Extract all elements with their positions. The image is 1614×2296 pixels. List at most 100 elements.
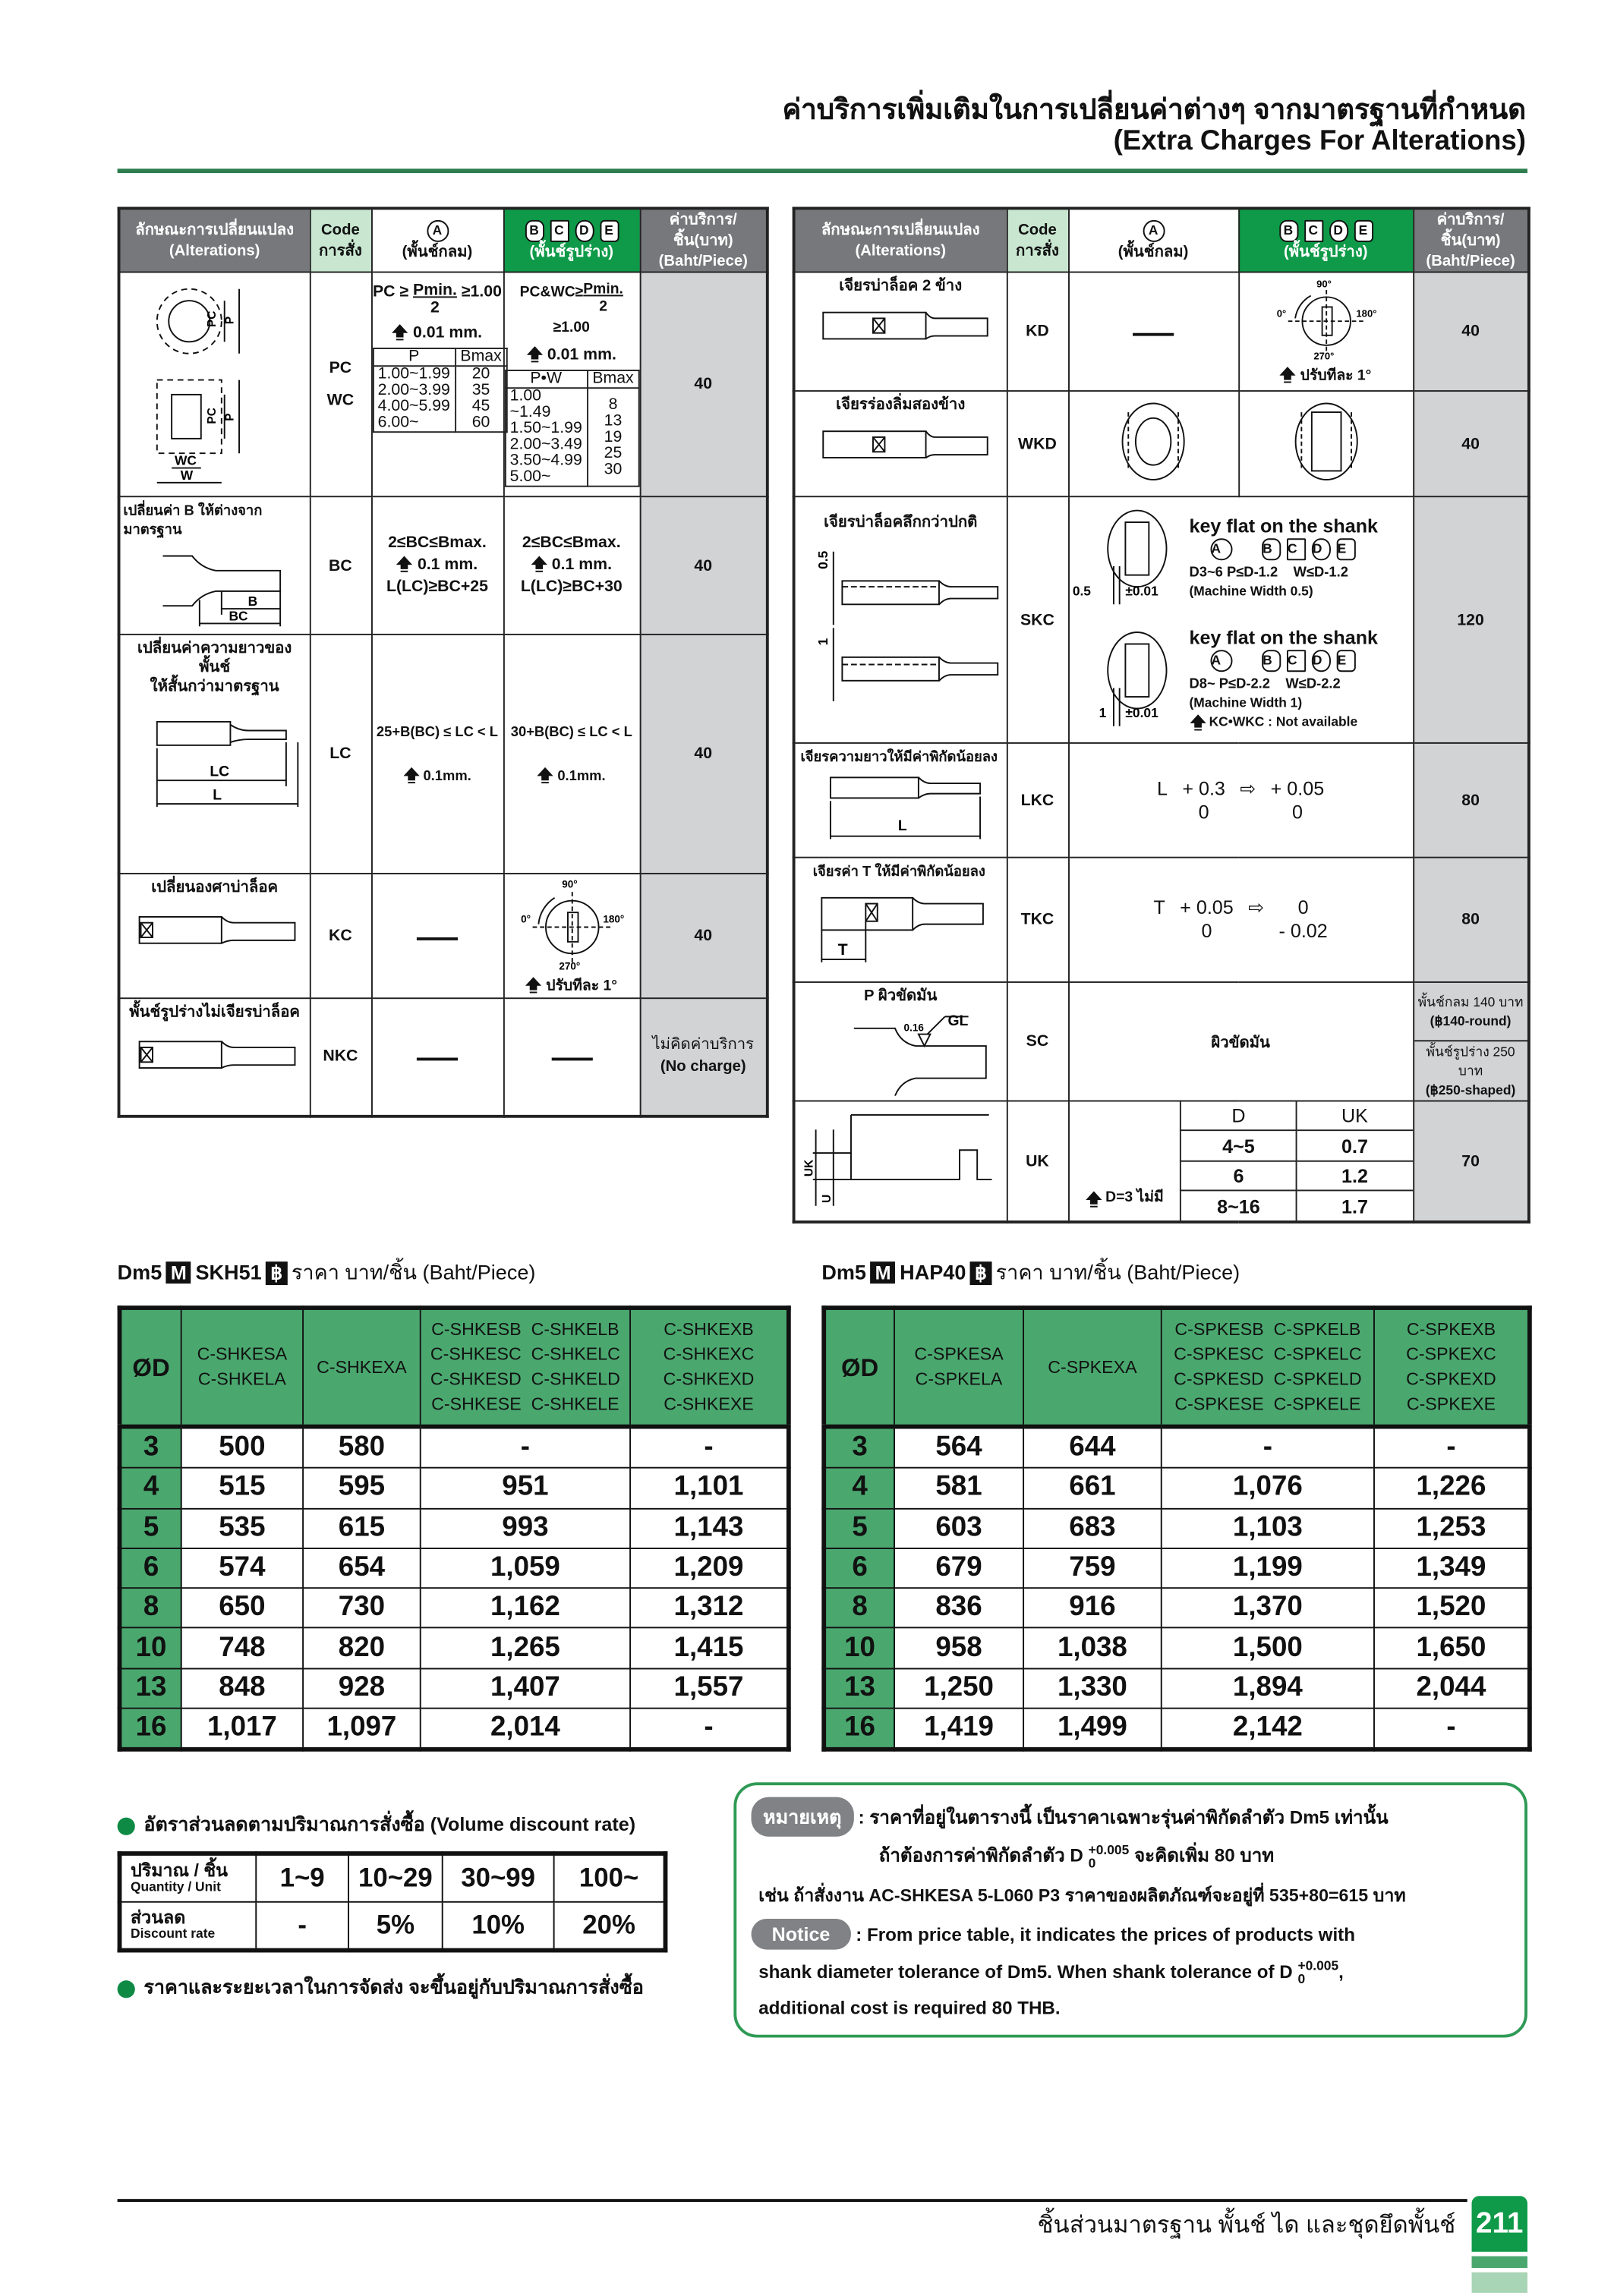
up-arrow-icon <box>403 767 420 784</box>
uk-depth-table: D UK 4~5 0.7 6 1.2 8~16 1.7 <box>1180 1101 1413 1221</box>
fraction: Pmin. 2 <box>413 282 457 317</box>
price-cell: 644 <box>1023 1425 1162 1469</box>
alteration-label: เจียรความยาวให้มีค่าพิกัดน้อยลง <box>800 749 998 766</box>
header-diameter: ØD <box>118 1307 182 1429</box>
row-wkd: เจียรร่องลิ่มสองข้าง WKD 40 <box>793 390 1530 498</box>
uk-diagram: UK U <box>802 1113 992 1206</box>
header-shaped-punch: B C D E (พั้นช์รูปร่าง) <box>1237 207 1414 273</box>
fraction-num: Pmin. <box>583 282 623 298</box>
mini-head: Bmax <box>454 348 508 367</box>
part-code: C-SHKESC C-SHKELC <box>430 1343 620 1365</box>
price-tkc: 80 <box>1412 856 1530 983</box>
keyway-shaped-icon <box>1294 402 1357 480</box>
diameter-cell: 8 <box>823 1587 895 1630</box>
price-cell: 564 <box>894 1425 1025 1469</box>
price-cell: 650 <box>180 1587 304 1630</box>
volume-discount-table: ปริมาณ / ชิ้น Quantity / Unit 1~9 10~29 30~9… <box>117 1851 668 1953</box>
tol-lower: 0 <box>1291 800 1303 823</box>
angle-label: 270° <box>1313 351 1333 361</box>
nkc-diagram <box>138 1041 295 1069</box>
price-cell: 1,199 <box>1160 1547 1375 1589</box>
row-bc: เปลี่ยนค่า B ให้ต่างจากมาตรฐาน B BC BC 2≤… <box>118 496 768 635</box>
price-cell: 1,650 <box>1373 1627 1530 1670</box>
code-bc: BC <box>308 496 372 635</box>
price-lkc: 80 <box>1412 742 1530 858</box>
up-arrow-icon <box>1280 367 1297 384</box>
cell-text: 35 <box>471 381 490 399</box>
price-cell: 730 <box>302 1587 421 1630</box>
tol-upper: 0 <box>1297 896 1309 918</box>
diagram-nkc: พั้นช์รูปร่างไม่เจียรบ่าล็อค <box>118 997 311 1117</box>
price-cell: 1,226 <box>1373 1467 1530 1510</box>
header-code: Code การสั่ง <box>1005 207 1069 273</box>
badge-c-icon: C <box>1286 650 1306 672</box>
diagram-sc: P ผิวขัดมัน GL 0.16 <box>793 981 1007 1102</box>
part-code: C-SHKESD C-SHKELD <box>430 1368 620 1390</box>
angle-label: 180° <box>602 914 623 925</box>
price-cell: 1,520 <box>1373 1587 1530 1630</box>
table-header-row: ลักษณะการเปลี่ยนแปลง (Alterations) Code กา… <box>793 207 1530 273</box>
price-cell: 1,209 <box>629 1547 790 1589</box>
pcwc-shaped-spec: PC&WC≥ Pmin. 2 ≥1.00 0.01 mm. P•W Bmax 1.00 … <box>502 271 641 498</box>
diagram-uk: UK U <box>793 1100 1007 1223</box>
angle-label: 90° <box>1316 278 1331 289</box>
row-lc: เปลี่ยนค่าความยาวของพั้นช์ ให้สั้นกว่ามาต… <box>118 633 768 874</box>
bmax-table-shaped: P•W Bmax 1.00 ~1.49 1.50~1.99 2.00~3.49 3.50… <box>503 370 640 487</box>
tolerance: +0.005 0 <box>1297 1959 1338 1986</box>
part-code: C-SHKEXC <box>663 1343 755 1365</box>
note-line: additional cost is required 80 THB. <box>758 1998 1061 2019</box>
up-arrow-icon <box>1085 1191 1102 1208</box>
quantity-cell: 30~99 <box>441 1853 555 1903</box>
price-cell: 1,407 <box>419 1668 632 1709</box>
header-text: Code <box>321 221 360 240</box>
badge-a-icon: A <box>1209 650 1232 672</box>
note-text: ราคาและระยะเวลาในการจัดส่ง จะขึ้นอยู่กับ… <box>143 1976 644 1998</box>
code-text: WC <box>326 392 355 410</box>
kd-diagram <box>821 311 988 340</box>
tol-to: + 0.05 0 <box>1271 776 1325 824</box>
mini-cell: 1.00~1.99 2.00~3.99 4.00~5.99 6.00~ <box>371 365 456 433</box>
part-code: C-SHKESA <box>197 1343 288 1365</box>
page-title-th: ค่าบริการเพิ่มเติมในการเปลี่ยนค่าต่างๆ จ… <box>782 95 1527 127</box>
title-text: Dm5 <box>117 1260 162 1284</box>
part-code: C-SPKEXC <box>1406 1343 1496 1365</box>
spec-text: W≤D-2.2 <box>1285 676 1341 693</box>
bc-diagram: BBC <box>163 555 282 627</box>
price-cell: 1,330 <box>1023 1668 1162 1709</box>
title-text: ราคา บาท/ชิ้น (Baht/Piece) <box>995 1260 1240 1284</box>
price-text: (฿140-round) <box>1430 1013 1512 1028</box>
key-flat-title: key flat on the shank <box>1189 626 1379 649</box>
kd-shaped-spec: 90° 0° 180° 270° ปรับทีละ 1° <box>1237 271 1414 392</box>
uk-note: D=3 ไม่มี <box>1069 1101 1180 1220</box>
diameter-cell: 4 <box>823 1467 895 1510</box>
badge-e-icon: E <box>1353 219 1373 241</box>
angle-diagram: 90° 0° 180° 270° <box>520 878 623 972</box>
note-example: เช่น ถ้าสั่งงาน AC-SHKESA 5-L060 P3 ราคา… <box>758 1885 1406 1906</box>
price-cell: 1,017 <box>180 1707 304 1751</box>
angle-label: 90° <box>561 878 576 890</box>
step-text: 0.1mm. <box>557 767 606 785</box>
warning-text: KC•WKC : Not available <box>1209 714 1358 729</box>
sc-spec: ผิวขัดมัน <box>1067 981 1414 1102</box>
cell-text: 4.00~5.99 <box>377 397 450 415</box>
nkc-shaped-none <box>502 997 641 1117</box>
lkc-diagram: L <box>829 776 981 839</box>
label-p: P <box>224 412 237 420</box>
cell-text: 13 <box>604 411 623 430</box>
price-row: 3 564 644- - <box>823 1425 1530 1469</box>
fraction-den: 2 <box>599 299 607 316</box>
table-header-row: ลักษณะการเปลี่ยนแปลง (Alterations) Code กา… <box>118 207 768 273</box>
uk-cell: 6 <box>1180 1160 1297 1192</box>
price-row: 6 679 759 1,199 1,349 <box>823 1547 1530 1589</box>
row-kd: เจียรบ่าล็อค 2 ข้าง KD 90° 0° 180° 270° ปรั… <box>793 271 1530 392</box>
price-cell: 820 <box>302 1627 421 1670</box>
uk-cell: 8~16 <box>1180 1190 1297 1221</box>
diameter-cell: 10 <box>823 1627 895 1670</box>
spec-note: (Machine Width 0.5) <box>1189 583 1313 598</box>
diameter-cell: 16 <box>118 1707 182 1751</box>
notice-box: หมายเหตุ : ราคาที่อยู่ในตารางนี้ เป็นราค… <box>733 1782 1527 2038</box>
part-code: C-SHKESB C-SHKELB <box>431 1318 619 1340</box>
price-row: 16 1,017 1,097 2,014- <box>118 1707 790 1751</box>
mini-head: P•W <box>503 370 588 389</box>
label-t: T <box>837 940 847 959</box>
